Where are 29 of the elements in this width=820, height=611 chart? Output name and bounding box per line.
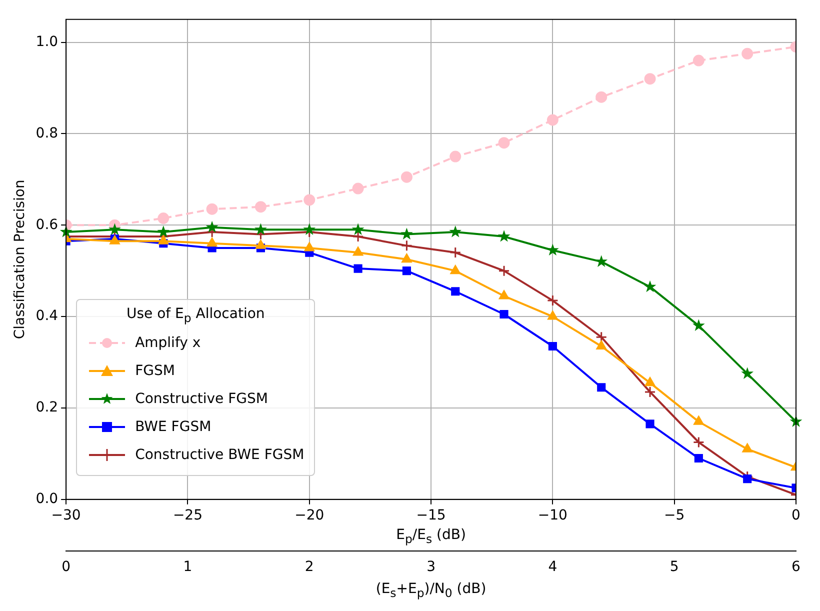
x-tick-label: 0 <box>792 507 800 524</box>
y-tick-label: 0.8 <box>36 125 58 142</box>
y-tick-label: 0.4 <box>36 308 58 324</box>
x-tick-label: −30 <box>51 507 81 524</box>
x2-tick-label: 2 <box>304 559 314 576</box>
x2-tick-label: 5 <box>670 559 679 576</box>
x2-tick-label: 6 <box>792 559 801 576</box>
x2-tick-label: 0 <box>62 559 71 576</box>
y-tick-label: 1.0 <box>36 34 58 50</box>
y-tick-label: 0.6 <box>36 216 58 233</box>
legend-label: Constructive BWE FGSM <box>135 447 304 464</box>
x2-axis-title: (E$_{s}$+E$_{p}$)/N$_{0}$ (dB) <box>376 581 486 600</box>
x-axis-title: E$_{p}$/E$_{s}$ (dB) <box>396 527 466 546</box>
x-tick-label: −20 <box>294 507 324 524</box>
legend-label: BWE FGSM <box>135 419 212 436</box>
legend-label: FGSM <box>135 363 175 380</box>
x-tick-label: −10 <box>538 507 568 524</box>
x-tick-label: −15 <box>416 507 446 524</box>
x2-tick-label: 1 <box>183 559 192 576</box>
y-tick-label: 0.0 <box>36 491 58 508</box>
y-axis-title: Classification Precision <box>12 180 28 340</box>
x2-tick-label: 3 <box>426 559 436 576</box>
x2-tick-label: 4 <box>548 559 558 576</box>
y-tick-label: 0.2 <box>36 400 58 416</box>
legend-title: Use of E$_{p}$ Allocation <box>126 306 266 326</box>
legend-label: Constructive FGSM <box>135 391 268 408</box>
x-tick-label: −25 <box>172 507 202 524</box>
x-tick-label: −5 <box>664 507 685 524</box>
legend-label: Amplify x <box>135 335 201 352</box>
